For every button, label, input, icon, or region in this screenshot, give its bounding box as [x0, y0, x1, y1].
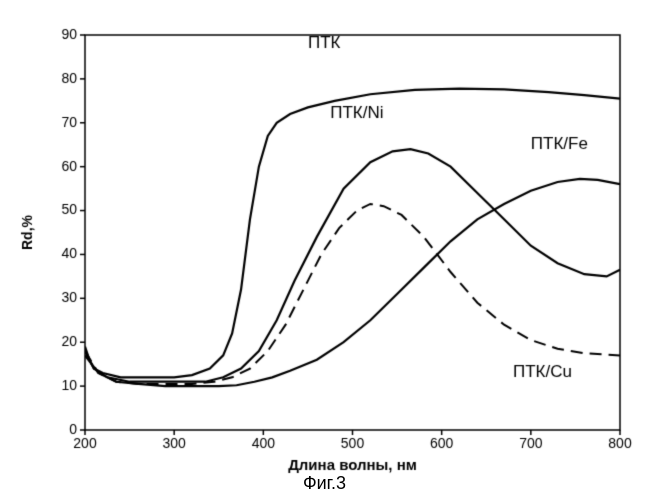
figure-container: Фиг.3: [0, 0, 649, 500]
figure-caption: Фиг.3: [0, 473, 649, 494]
chart-canvas: [0, 0, 649, 500]
